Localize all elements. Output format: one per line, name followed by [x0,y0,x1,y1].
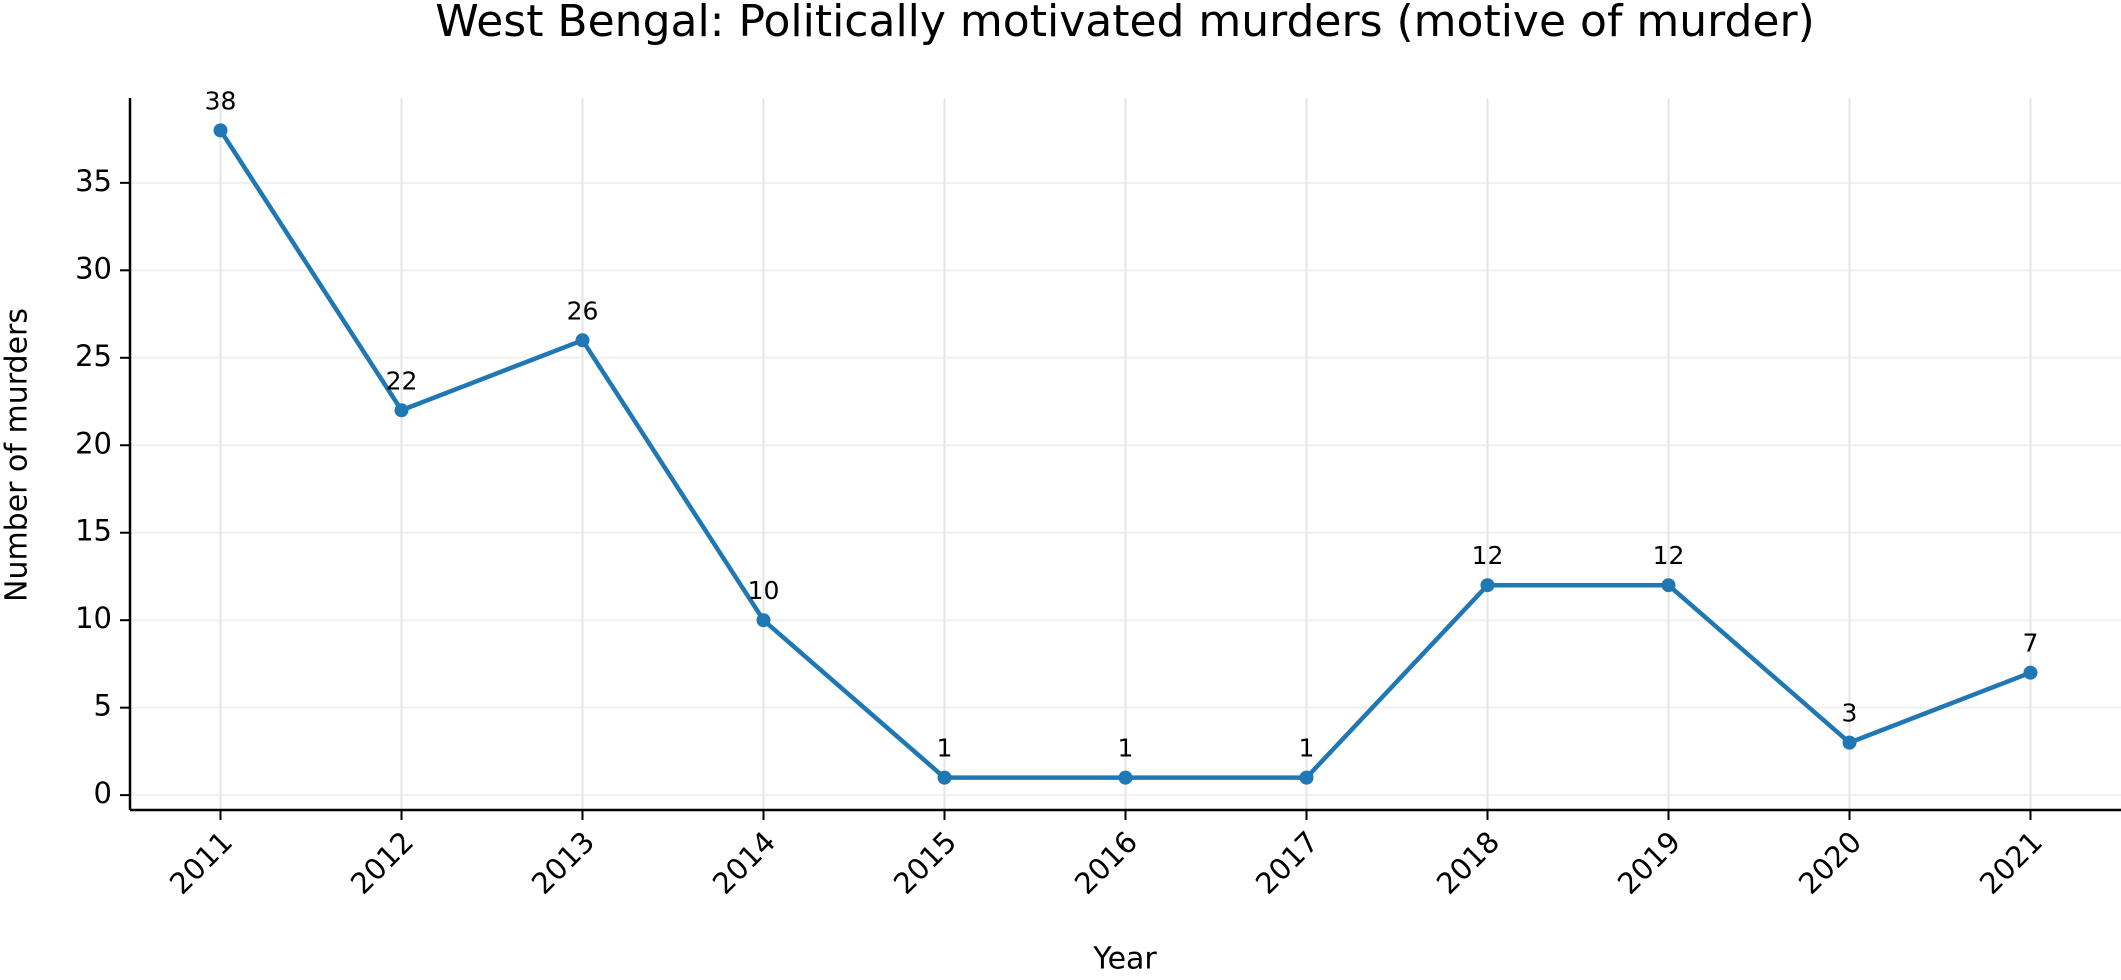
data-label: 1 [1118,734,1134,763]
y-tick-label: 35 [75,164,112,198]
y-tick-label: 25 [75,339,112,373]
data-label: 22 [386,366,418,395]
x-tick-label: 2018 [1430,825,1506,901]
x-tick-label: 2016 [1068,825,1144,901]
data-label: 1 [937,734,953,763]
x-tick-label: 2019 [1611,825,1687,901]
data-point [1299,770,1314,785]
x-tick-label: 2015 [887,825,963,901]
y-axis-label: Number of murders [0,308,35,602]
x-tick-label: 2020 [1792,825,1868,901]
data-point [575,333,590,348]
x-tick-label: 2017 [1249,825,1325,901]
y-tick-label: 5 [94,689,112,723]
data-point [1480,578,1495,593]
data-point [1118,770,1133,785]
data-label: 10 [748,576,780,605]
x-tick-label: 2014 [706,825,782,901]
data-point [937,770,952,785]
data-label: 12 [1472,541,1504,570]
data-label: 3 [1842,699,1858,728]
y-tick-label: 20 [75,426,112,460]
data-label: 26 [567,296,599,325]
data-point [394,403,409,418]
y-tick-label: 10 [75,601,112,635]
data-label: 12 [1653,541,1685,570]
y-tick-label: 0 [94,776,112,810]
y-tick-label: 15 [75,514,112,548]
y-tick-label: 30 [75,251,112,285]
data-label: 1 [1299,734,1315,763]
data-label: 38 [205,86,237,115]
x-axis-label: Year [1092,942,1157,977]
x-tick-label: 2013 [525,825,601,901]
data-label: 7 [2023,629,2039,658]
x-tick-label: 2012 [344,825,420,901]
data-point [1661,578,1676,593]
chart-title: West Bengal: Politically motivated murde… [435,0,1814,47]
x-tick-label: 2011 [163,825,239,901]
x-tick-label: 2021 [1973,825,2049,901]
data-point [756,613,771,628]
data-point [2023,665,2038,680]
data-point [213,123,228,138]
data-point [1842,735,1857,750]
